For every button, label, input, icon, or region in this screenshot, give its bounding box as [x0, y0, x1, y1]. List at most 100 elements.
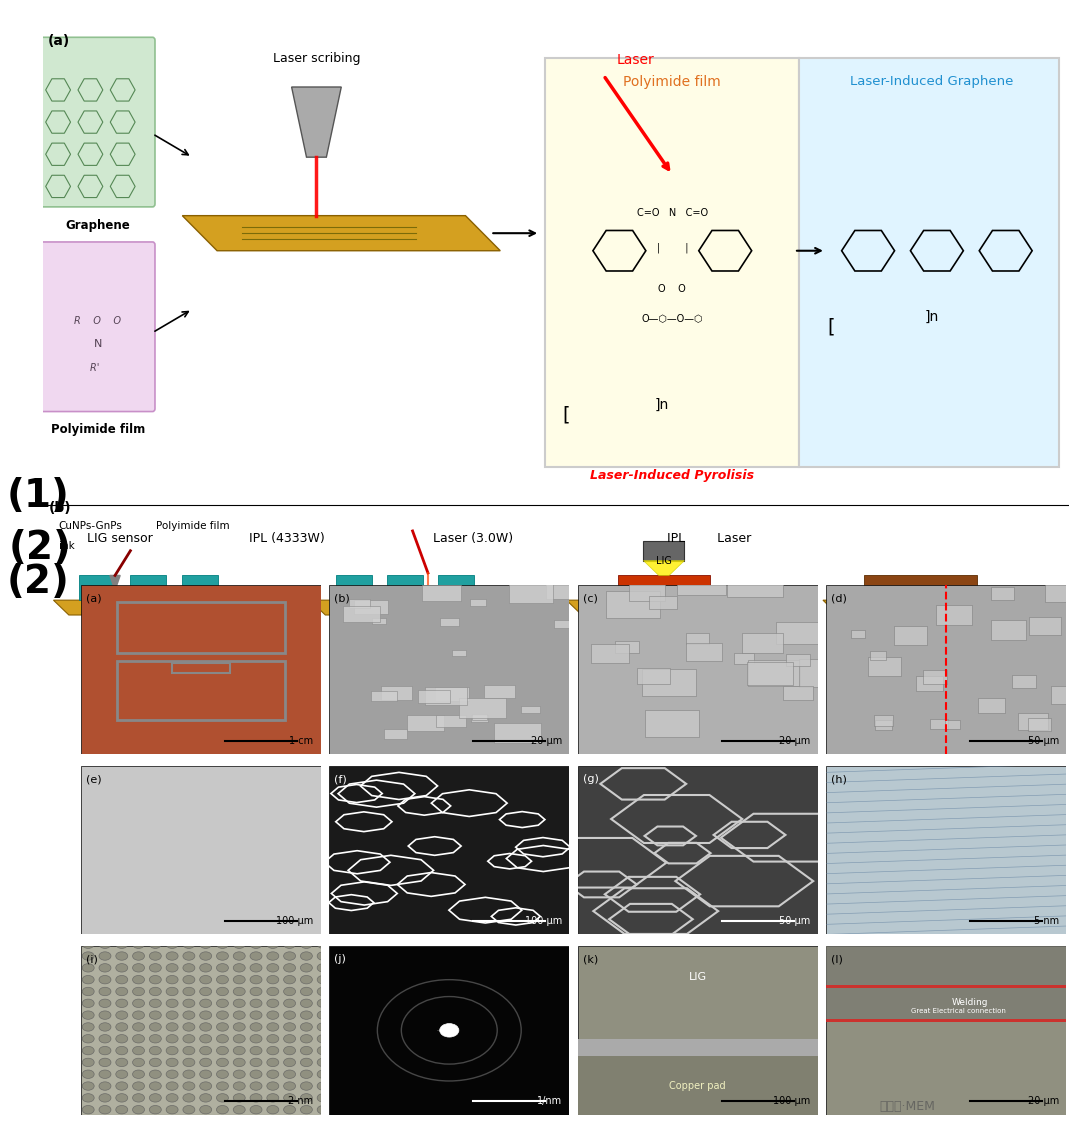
Text: IPL (4333W): IPL (4333W) [248, 532, 325, 545]
Bar [727, 569, 783, 597]
Bar [826, 946, 1066, 1022]
Text: 20 μm: 20 μm [779, 736, 810, 746]
Circle shape [251, 976, 262, 984]
Circle shape [166, 1046, 178, 1054]
Circle shape [183, 964, 194, 972]
Bar [117, 662, 285, 720]
Circle shape [133, 1000, 145, 1008]
Circle shape [300, 1000, 312, 1008]
Circle shape [133, 1011, 145, 1019]
Circle shape [149, 1106, 161, 1114]
Bar [545, 58, 799, 467]
Bar [894, 626, 927, 645]
Bar [471, 599, 486, 606]
Circle shape [233, 1000, 245, 1008]
Bar [381, 687, 411, 699]
Polygon shape [292, 87, 341, 157]
Bar [748, 661, 800, 686]
Circle shape [82, 1093, 94, 1102]
Circle shape [149, 1070, 161, 1078]
Text: Graphene: Graphene [66, 219, 131, 232]
Circle shape [251, 1106, 262, 1114]
Circle shape [233, 940, 245, 948]
Circle shape [216, 952, 229, 961]
Circle shape [233, 1035, 245, 1043]
Circle shape [200, 1022, 212, 1031]
Text: 100 μm: 100 μm [525, 916, 562, 926]
Bar [649, 596, 677, 609]
Circle shape [99, 1000, 111, 1008]
Circle shape [116, 1093, 127, 1102]
Circle shape [133, 1058, 145, 1067]
Circle shape [149, 1011, 161, 1019]
Text: (g): (g) [582, 774, 598, 784]
Circle shape [166, 976, 178, 984]
Circle shape [216, 1093, 229, 1102]
Circle shape [284, 940, 296, 948]
Circle shape [318, 940, 329, 948]
Circle shape [200, 1093, 212, 1102]
Text: C=O   N   C=O: C=O N C=O [637, 208, 707, 218]
Circle shape [284, 1011, 296, 1019]
Circle shape [133, 1035, 145, 1043]
Circle shape [200, 1106, 212, 1114]
Circle shape [318, 952, 329, 961]
Circle shape [318, 1046, 329, 1054]
Bar [870, 652, 886, 661]
Circle shape [133, 1070, 145, 1078]
Circle shape [200, 976, 212, 984]
Bar [117, 602, 285, 653]
Bar [472, 714, 487, 720]
Circle shape [284, 1035, 296, 1043]
Bar [1051, 686, 1080, 704]
Circle shape [99, 1106, 111, 1114]
Circle shape [267, 1070, 279, 1078]
Circle shape [116, 940, 127, 948]
Circle shape [183, 940, 194, 948]
Circle shape [82, 952, 94, 961]
Circle shape [200, 964, 212, 972]
Bar [977, 698, 1004, 713]
Circle shape [318, 1035, 329, 1043]
Circle shape [99, 952, 111, 961]
Circle shape [233, 1093, 245, 1102]
Text: ]n: ]n [654, 397, 669, 412]
Circle shape [318, 1070, 329, 1078]
Circle shape [133, 952, 145, 961]
Bar [991, 586, 1014, 600]
Circle shape [300, 976, 312, 984]
Text: (f): (f) [334, 774, 347, 784]
Bar [372, 617, 387, 624]
Circle shape [183, 1093, 194, 1102]
Circle shape [251, 1035, 262, 1043]
Circle shape [284, 1000, 296, 1008]
Text: N: N [86, 339, 109, 349]
Circle shape [284, 987, 296, 996]
Circle shape [216, 1106, 229, 1114]
Bar [484, 686, 515, 698]
Text: CuNPs-GnPs
ink: CuNPs-GnPs ink [113, 704, 178, 726]
Circle shape [166, 987, 178, 996]
Circle shape [251, 952, 262, 961]
Text: Polyimide film: Polyimide film [623, 75, 721, 89]
Bar [372, 690, 396, 702]
Bar [945, 720, 960, 729]
Bar [354, 600, 388, 614]
Circle shape [267, 1058, 279, 1067]
Circle shape [251, 1022, 262, 1031]
Bar [181, 575, 218, 600]
Circle shape [233, 1011, 245, 1019]
Text: [: [ [563, 405, 570, 424]
Circle shape [99, 1035, 111, 1043]
Circle shape [200, 1011, 212, 1019]
Circle shape [116, 1082, 127, 1091]
Circle shape [200, 1046, 212, 1054]
Text: (2): (2) [6, 563, 69, 601]
Bar [799, 58, 1058, 467]
Bar [578, 1055, 818, 1115]
Circle shape [267, 1046, 279, 1054]
Circle shape [300, 940, 312, 948]
Circle shape [82, 1082, 94, 1091]
Text: Laser-Induced Graphene: Laser-Induced Graphene [850, 75, 1013, 88]
Text: R': R' [90, 363, 106, 373]
